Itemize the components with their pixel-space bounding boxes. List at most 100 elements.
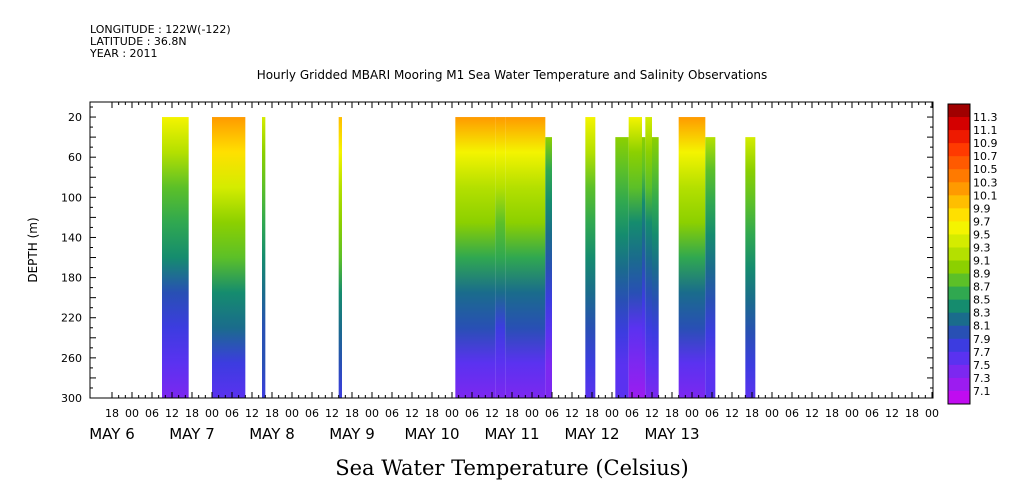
data-block [495, 117, 506, 399]
longitude-label: LONGITUDE : 122W(-122) [90, 23, 231, 36]
x-tick-label: 06 [385, 407, 399, 420]
x-day-label: MAY 6 [89, 425, 135, 443]
data-block [628, 117, 642, 399]
colorbar-tick-label: 7.5 [973, 359, 991, 372]
colorbar-tick-label: 9.3 [973, 241, 991, 254]
colorbar-swatch [948, 104, 970, 118]
colorbar-tick-label: 11.3 [973, 111, 998, 124]
x-tick-label: 12 [725, 407, 739, 420]
x-tick-label: 06 [305, 407, 319, 420]
x-tick-label: 12 [485, 407, 499, 420]
colorbar-swatch [948, 338, 970, 353]
colorbar-swatch [948, 156, 970, 170]
colorbar-title: Sea Water Temperature (Celsius) [335, 456, 689, 480]
colorbar-tick-label: 8.5 [973, 294, 991, 307]
x-tick-label: 18 [185, 407, 199, 420]
x-tick-label: 00 [445, 407, 459, 420]
colorbar-tick-label: 9.5 [973, 228, 991, 241]
data-block [262, 117, 266, 399]
data-block [645, 117, 652, 399]
data-blocks [162, 117, 756, 399]
x-tick-label: 12 [245, 407, 259, 420]
colorbar-tick-label: 7.3 [973, 372, 991, 385]
colorbar-tick-label: 9.9 [973, 202, 991, 215]
x-tick-label: 18 [505, 407, 519, 420]
colorbar-swatch [948, 143, 970, 157]
x-tick-label: 06 [865, 407, 879, 420]
x-tick-label: 18 [665, 407, 679, 420]
data-block [642, 137, 646, 398]
data-block [615, 137, 629, 398]
x-tick-label: 00 [205, 407, 219, 420]
data-block [678, 117, 706, 399]
colorbar-swatch [948, 390, 970, 405]
latitude-label: LATITUDE : 36.8N [90, 35, 187, 48]
colorbar-swatch [948, 117, 970, 131]
x-tick-label: 18 [585, 407, 599, 420]
x-tick-label: 00 [685, 407, 699, 420]
colorbar-swatch [948, 195, 970, 209]
x-day-label: MAY 10 [404, 425, 459, 443]
x-tick-label: 06 [785, 407, 799, 420]
colorbar-swatch [948, 273, 970, 288]
x-tick-label: 06 [465, 407, 479, 420]
x-tick-label: 18 [105, 407, 119, 420]
colorbar-swatch [948, 234, 970, 248]
colorbar-tick-label: 10.7 [973, 150, 998, 163]
x-tick-label: 18 [425, 407, 439, 420]
x-tick-label: 18 [905, 407, 919, 420]
y-tick-label: 140 [61, 231, 82, 244]
y-tick-label: 220 [61, 312, 82, 325]
x-tick-label: 00 [925, 407, 939, 420]
data-block [652, 137, 659, 398]
x-day-label: MAY 12 [564, 425, 619, 443]
colorbar-tick-label: 9.7 [973, 215, 991, 228]
x-tick-label: 06 [145, 407, 159, 420]
colorbar-tick-label: 7.1 [973, 385, 991, 398]
colorbar-swatch [948, 286, 970, 301]
x-tick-label: 06 [545, 407, 559, 420]
colorbar-tick-label: 8.7 [973, 281, 991, 294]
x-tick-label: 18 [345, 407, 359, 420]
x-day-label: MAY 9 [329, 425, 375, 443]
x-tick-label: 00 [765, 407, 779, 420]
colorbar: 11.311.110.910.710.510.310.19.99.79.59.3… [947, 103, 998, 405]
data-block [705, 137, 716, 398]
data-block [545, 137, 552, 398]
y-tick-label: 180 [61, 272, 82, 285]
data-block [505, 117, 546, 399]
y-tick-label: 60 [68, 151, 82, 164]
x-tick-label: 12 [805, 407, 819, 420]
x-tick-label: 06 [225, 407, 239, 420]
colorbar-tick-label: 10.9 [973, 137, 998, 150]
x-tick-label: 18 [265, 407, 279, 420]
colorbar-swatch [948, 169, 970, 183]
x-tick-label: 00 [525, 407, 539, 420]
colorbar-swatch [948, 247, 970, 262]
x-tick-label: 12 [165, 407, 179, 420]
colorbar-tick-label: 8.3 [973, 307, 991, 320]
colorbar-swatch [948, 364, 970, 379]
y-tick-label: 300 [61, 392, 82, 405]
colorbar-swatch [948, 221, 970, 235]
data-block [162, 117, 189, 399]
colorbar-tick-label: 11.1 [973, 124, 998, 137]
x-tick-label: 00 [845, 407, 859, 420]
axes: 18 00 06 12 18 00 06 12 18 00 06 12 18 00 06 12 18 00 06 12… [61, 102, 939, 443]
x-day-label: MAY 8 [249, 425, 295, 443]
colorbar-swatch [948, 377, 970, 392]
x-tick-label: 00 [605, 407, 619, 420]
x-tick-label: 00 [125, 407, 139, 420]
x-day-label: MAY 13 [644, 425, 699, 443]
x-tick-label: 06 [705, 407, 719, 420]
colorbar-tick-label: 10.3 [973, 176, 998, 189]
colorbar-swatch [948, 130, 970, 144]
x-tick-label: 12 [325, 407, 339, 420]
chart-title: Hourly Gridded MBARI Mooring M1 Sea Wate… [256, 68, 768, 82]
colorbar-tick-label: 10.1 [973, 189, 998, 202]
colorbar-swatch [948, 208, 970, 222]
colorbar-swatch [948, 182, 970, 196]
year-label: YEAR : 2011 [90, 47, 158, 60]
x-tick-label: 06 [625, 407, 639, 420]
